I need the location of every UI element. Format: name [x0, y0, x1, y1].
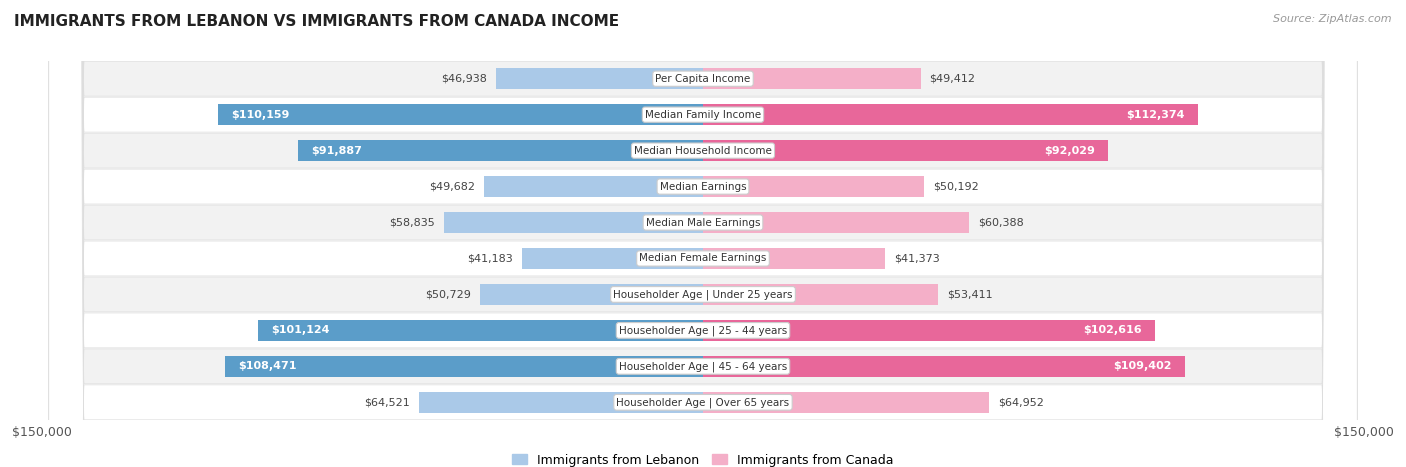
Legend: Immigrants from Lebanon, Immigrants from Canada: Immigrants from Lebanon, Immigrants from… [508, 449, 898, 467]
Text: $110,159: $110,159 [231, 110, 290, 120]
Text: Per Capita Income: Per Capita Income [655, 74, 751, 84]
Bar [257, 320, 703, 341]
Text: $108,471: $108,471 [239, 361, 297, 371]
Text: Householder Age | Over 65 years: Householder Age | Over 65 years [616, 397, 790, 408]
Text: $41,373: $41,373 [894, 254, 939, 263]
Text: $50,729: $50,729 [425, 290, 471, 299]
Text: Median Family Income: Median Family Income [645, 110, 761, 120]
Text: $64,952: $64,952 [998, 397, 1043, 407]
Bar [444, 212, 703, 233]
Text: Median Household Income: Median Household Income [634, 146, 772, 156]
FancyBboxPatch shape [49, 0, 1357, 467]
Bar [703, 68, 921, 89]
Text: Median Female Earnings: Median Female Earnings [640, 254, 766, 263]
FancyBboxPatch shape [49, 0, 1357, 467]
Text: Median Earnings: Median Earnings [659, 182, 747, 191]
Bar [218, 104, 703, 125]
Bar [703, 140, 1108, 161]
FancyBboxPatch shape [49, 0, 1357, 467]
Text: $102,616: $102,616 [1083, 325, 1142, 335]
Text: Householder Age | 45 - 64 years: Householder Age | 45 - 64 years [619, 361, 787, 372]
Text: $41,183: $41,183 [467, 254, 513, 263]
Bar [703, 392, 990, 413]
Text: $58,835: $58,835 [389, 218, 434, 227]
Bar [484, 176, 703, 197]
FancyBboxPatch shape [49, 0, 1357, 467]
Text: $49,412: $49,412 [929, 74, 976, 84]
Bar [419, 392, 703, 413]
FancyBboxPatch shape [49, 0, 1357, 467]
Bar [703, 176, 924, 197]
Text: $91,887: $91,887 [311, 146, 363, 156]
Text: Householder Age | 25 - 44 years: Householder Age | 25 - 44 years [619, 325, 787, 336]
Text: Householder Age | Under 25 years: Householder Age | Under 25 years [613, 289, 793, 300]
Bar [703, 248, 886, 269]
Text: $101,124: $101,124 [271, 325, 329, 335]
Bar [703, 104, 1198, 125]
Bar [496, 68, 703, 89]
Text: $53,411: $53,411 [948, 290, 993, 299]
Text: Source: ZipAtlas.com: Source: ZipAtlas.com [1274, 14, 1392, 24]
FancyBboxPatch shape [49, 0, 1357, 467]
Bar [703, 320, 1156, 341]
Bar [522, 248, 703, 269]
FancyBboxPatch shape [49, 0, 1357, 467]
Bar [703, 284, 938, 305]
Bar [298, 140, 703, 161]
Text: $64,521: $64,521 [364, 397, 411, 407]
FancyBboxPatch shape [49, 0, 1357, 467]
Bar [703, 212, 969, 233]
Text: IMMIGRANTS FROM LEBANON VS IMMIGRANTS FROM CANADA INCOME: IMMIGRANTS FROM LEBANON VS IMMIGRANTS FR… [14, 14, 619, 29]
FancyBboxPatch shape [49, 0, 1357, 467]
Text: $92,029: $92,029 [1045, 146, 1095, 156]
Text: $109,402: $109,402 [1114, 361, 1171, 371]
Bar [479, 284, 703, 305]
Text: $49,682: $49,682 [429, 182, 475, 191]
Text: $60,388: $60,388 [977, 218, 1024, 227]
Text: $50,192: $50,192 [934, 182, 979, 191]
FancyBboxPatch shape [49, 0, 1357, 467]
Bar [225, 356, 703, 377]
Bar [703, 356, 1185, 377]
Text: Median Male Earnings: Median Male Earnings [645, 218, 761, 227]
Text: $112,374: $112,374 [1126, 110, 1185, 120]
Text: $46,938: $46,938 [441, 74, 488, 84]
